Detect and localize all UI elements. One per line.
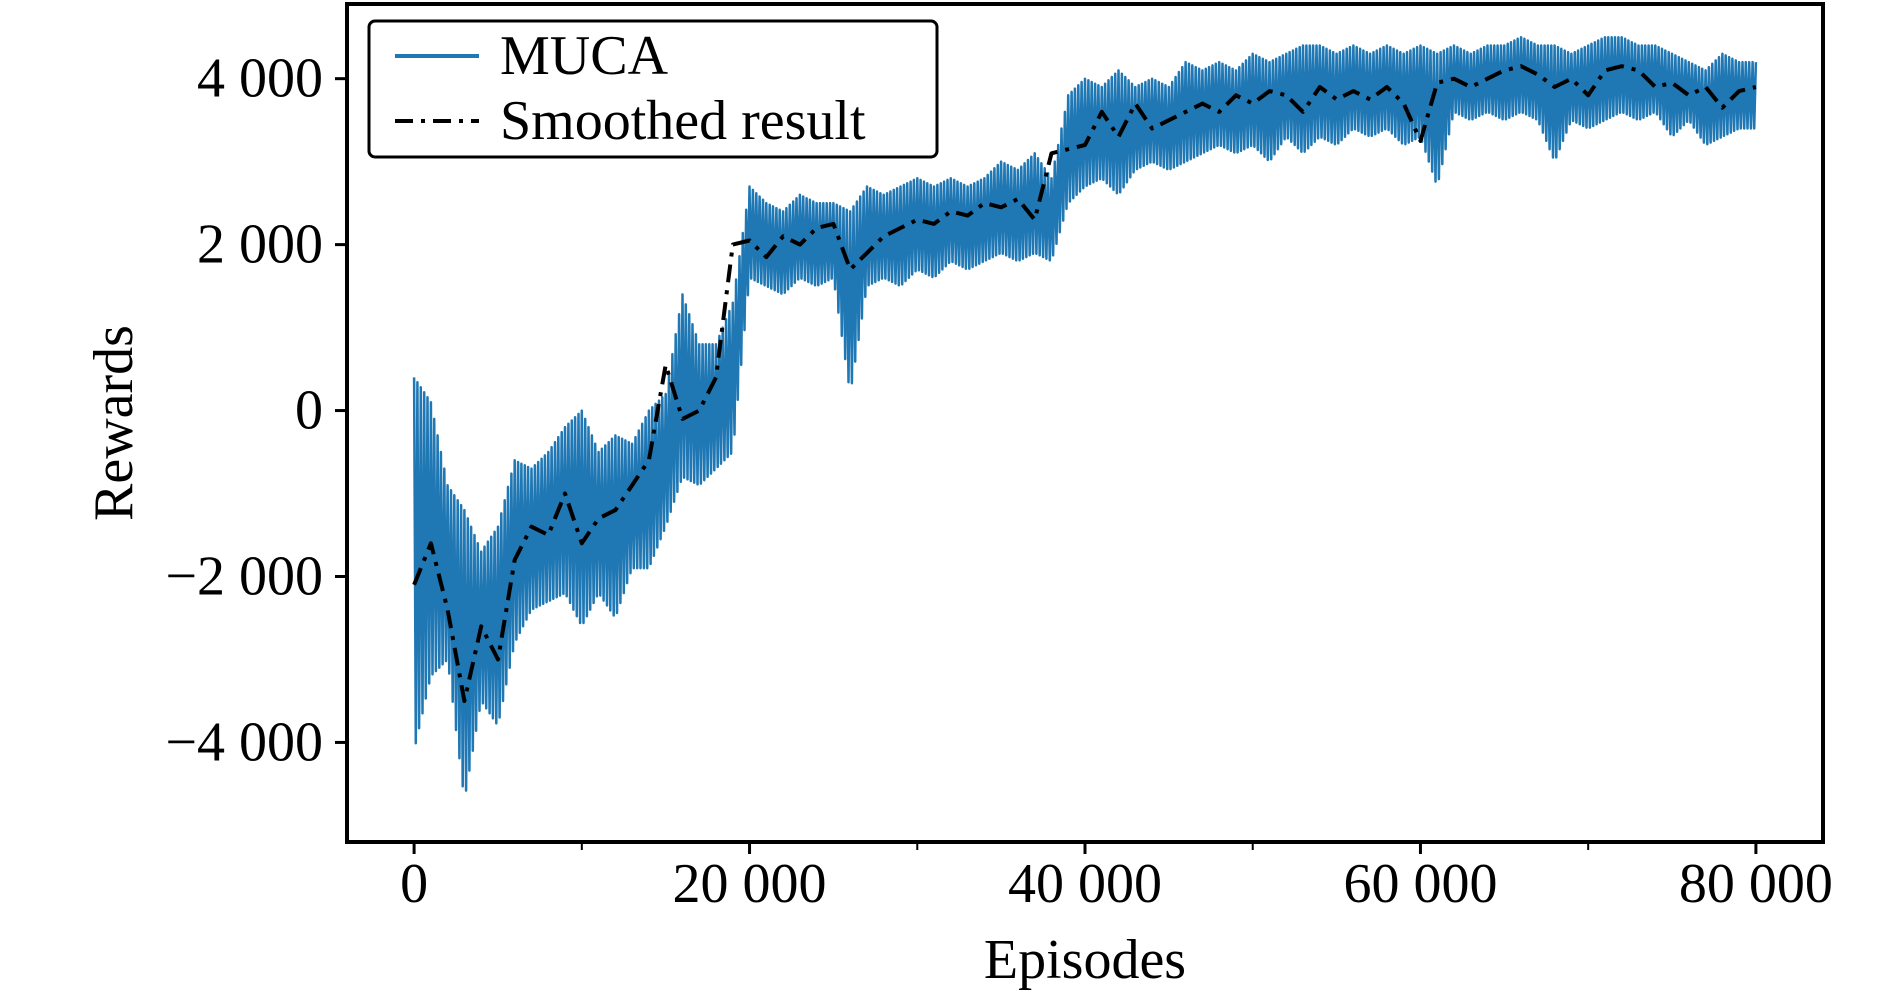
x-tick-label: 60 000 <box>1343 853 1497 915</box>
x-tick-label: 40 000 <box>1008 853 1162 915</box>
legend-box <box>367 19 939 159</box>
series-muca-line <box>412 35 1758 792</box>
legend-smoothed-label: Smoothed result <box>500 90 866 152</box>
legend: MUCA Smoothed result <box>367 19 939 159</box>
legend-muca-label: MUCA <box>500 25 669 87</box>
y-tick-label: −4 000 <box>165 711 323 773</box>
y-tick-label: 2 000 <box>197 214 323 276</box>
x-tick-label: 20 000 <box>673 853 827 915</box>
plot-marks <box>412 35 1758 792</box>
y-axis-label: Rewards <box>83 325 145 521</box>
y-tick-label: 4 000 <box>197 48 323 110</box>
x-tick-label: 80 000 <box>1679 853 1833 915</box>
y-tick-label: 0 <box>295 380 323 442</box>
y-tick-label: −2 000 <box>165 545 323 607</box>
y-axis: −4 000 −2 000 0 2 000 4 000 <box>165 48 347 773</box>
x-tick-label: 0 <box>400 853 428 915</box>
x-axis-label: Episodes <box>984 929 1186 991</box>
series-smoothed-line <box>412 64 1757 703</box>
x-axis: 0 20 000 40 000 60 000 80 000 <box>400 842 1833 915</box>
